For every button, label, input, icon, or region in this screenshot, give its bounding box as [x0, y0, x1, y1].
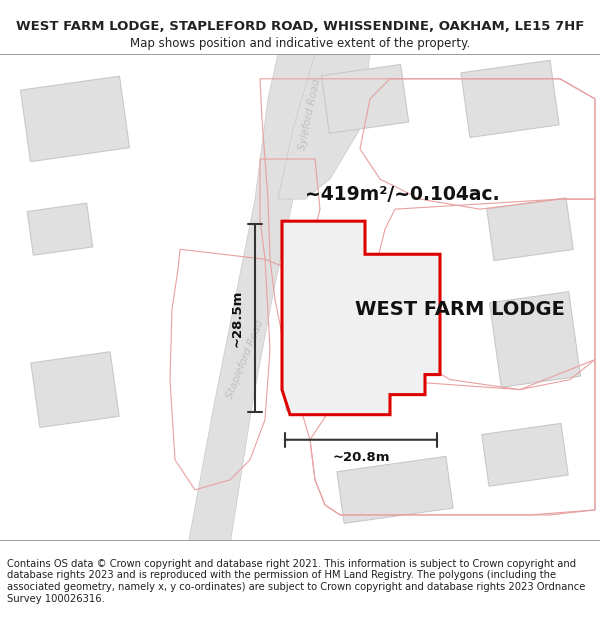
Polygon shape [337, 456, 453, 523]
Text: ~28.5m: ~28.5m [230, 289, 244, 347]
Polygon shape [487, 198, 573, 261]
Text: WEST FARM LODGE: WEST FARM LODGE [355, 300, 565, 319]
Polygon shape [461, 61, 559, 138]
Polygon shape [188, 54, 315, 545]
Polygon shape [278, 54, 370, 199]
Text: Stapleford Road: Stapleford Road [224, 319, 265, 400]
Polygon shape [490, 292, 581, 388]
Polygon shape [31, 352, 119, 428]
Polygon shape [27, 203, 93, 255]
Text: WEST FARM LODGE, STAPLEFORD ROAD, WHISSENDINE, OAKHAM, LE15 7HF: WEST FARM LODGE, STAPLEFORD ROAD, WHISSE… [16, 21, 584, 33]
Polygon shape [20, 76, 130, 162]
Polygon shape [282, 221, 440, 414]
Text: ~20.8m: ~20.8m [332, 451, 390, 464]
Polygon shape [322, 64, 409, 133]
Polygon shape [482, 423, 568, 486]
Text: Syleford Road: Syleford Road [298, 78, 322, 151]
Text: Contains OS data © Crown copyright and database right 2021. This information is : Contains OS data © Crown copyright and d… [7, 559, 586, 604]
Polygon shape [285, 344, 390, 409]
Text: ~419m²/~0.104ac.: ~419m²/~0.104ac. [305, 184, 500, 204]
Polygon shape [285, 259, 415, 339]
Text: Map shows position and indicative extent of the property.: Map shows position and indicative extent… [130, 37, 470, 49]
